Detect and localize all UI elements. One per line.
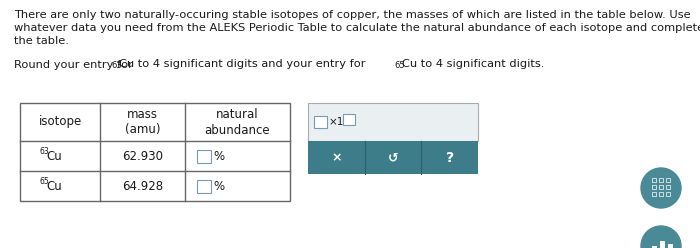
Text: isotope: isotope bbox=[38, 116, 82, 128]
Text: Round your entry for: Round your entry for bbox=[14, 60, 136, 70]
Text: Cu to 4 significant digits and your entry for: Cu to 4 significant digits and your entr… bbox=[119, 59, 369, 69]
Bar bbox=[652, 178, 656, 182]
Bar bbox=[20, 103, 290, 201]
Text: ×: × bbox=[331, 151, 342, 164]
Circle shape bbox=[641, 168, 681, 208]
Text: the table.: the table. bbox=[14, 36, 69, 46]
Text: Cu: Cu bbox=[46, 150, 62, 162]
Text: There are only two naturally-occuring stable isotopes of copper, the masses of w: There are only two naturally-occuring st… bbox=[14, 10, 691, 20]
Text: mass
(amu): mass (amu) bbox=[125, 107, 160, 136]
Text: 62.930: 62.930 bbox=[122, 150, 163, 162]
Bar bbox=[668, 244, 673, 248]
Bar bbox=[197, 150, 211, 162]
Text: 64.928: 64.928 bbox=[122, 180, 163, 192]
Bar bbox=[308, 141, 478, 174]
Bar bbox=[666, 192, 670, 196]
Text: %: % bbox=[213, 150, 224, 162]
Text: 65: 65 bbox=[39, 178, 49, 186]
Text: 63: 63 bbox=[111, 61, 122, 70]
Text: ?: ? bbox=[446, 151, 454, 164]
Bar bbox=[659, 185, 663, 189]
Text: 65: 65 bbox=[394, 61, 405, 70]
Bar bbox=[308, 103, 478, 141]
Text: 63: 63 bbox=[39, 148, 49, 156]
Bar bbox=[666, 185, 670, 189]
Circle shape bbox=[641, 226, 681, 248]
Bar bbox=[652, 246, 657, 248]
Text: whatever data you need from the ALEKS Periodic Table to calculate the natural ab: whatever data you need from the ALEKS Pe… bbox=[14, 23, 700, 33]
Text: Cu to 4 significant digits.: Cu to 4 significant digits. bbox=[402, 59, 545, 69]
Bar bbox=[659, 178, 663, 182]
Text: Cu: Cu bbox=[46, 180, 62, 192]
Bar bbox=[659, 192, 663, 196]
Text: ↺: ↺ bbox=[388, 151, 398, 164]
Bar bbox=[652, 192, 656, 196]
Bar bbox=[343, 114, 355, 124]
Text: %: % bbox=[213, 180, 224, 192]
Bar bbox=[652, 185, 656, 189]
Bar bbox=[666, 178, 670, 182]
Text: ×10: ×10 bbox=[329, 117, 351, 127]
Bar bbox=[660, 241, 665, 248]
Bar bbox=[314, 116, 327, 128]
Bar bbox=[197, 180, 211, 192]
Text: natural
abundance: natural abundance bbox=[204, 107, 270, 136]
